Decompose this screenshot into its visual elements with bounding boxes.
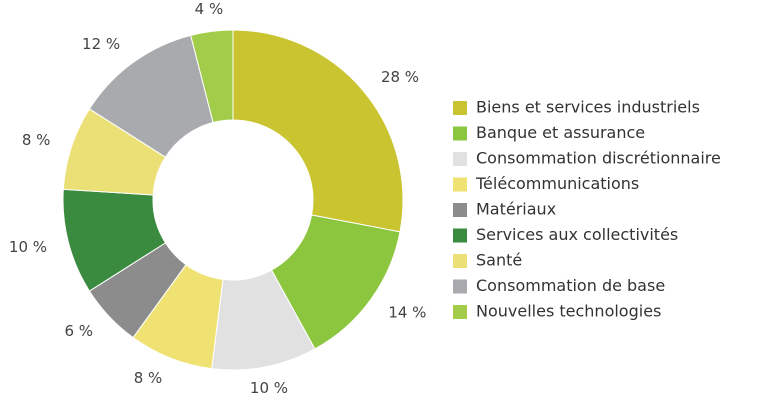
legend-label: Biens et services industriels — [476, 98, 700, 117]
legend-label: Télécommunications — [475, 174, 639, 193]
data-label: 8 % — [22, 131, 51, 149]
legend-swatch — [453, 177, 467, 192]
data-label: 4 % — [195, 0, 224, 18]
legend-swatch — [453, 254, 467, 268]
legend-label: Consommation de base — [476, 276, 665, 295]
legend-label: Services aux collectivités — [476, 225, 678, 244]
legend-swatch — [453, 101, 467, 115]
data-label: 6 % — [64, 322, 93, 340]
data-label: 10 % — [250, 379, 288, 397]
data-label: 28 % — [381, 68, 419, 86]
legend-swatch — [453, 279, 467, 294]
legend-swatch — [453, 228, 467, 243]
legend-label: Banque et assurance — [476, 123, 645, 142]
data-label: 8 % — [134, 369, 163, 387]
data-label: 12 % — [82, 35, 120, 53]
slice — [232, 29, 404, 233]
legend-label: Consommation discrétionnaire — [476, 149, 721, 168]
legend-swatch — [453, 203, 467, 217]
legend-swatch — [453, 305, 467, 319]
legend-label: Nouvelles technologies — [476, 302, 661, 321]
data-label: 14 % — [388, 303, 426, 321]
legend-swatch — [453, 126, 467, 141]
legend-label: Matériaux — [476, 200, 556, 219]
slice — [190, 29, 234, 124]
data-label: 10 % — [9, 238, 47, 256]
legend-swatch — [453, 152, 467, 166]
legend-label: Santé — [476, 251, 522, 270]
